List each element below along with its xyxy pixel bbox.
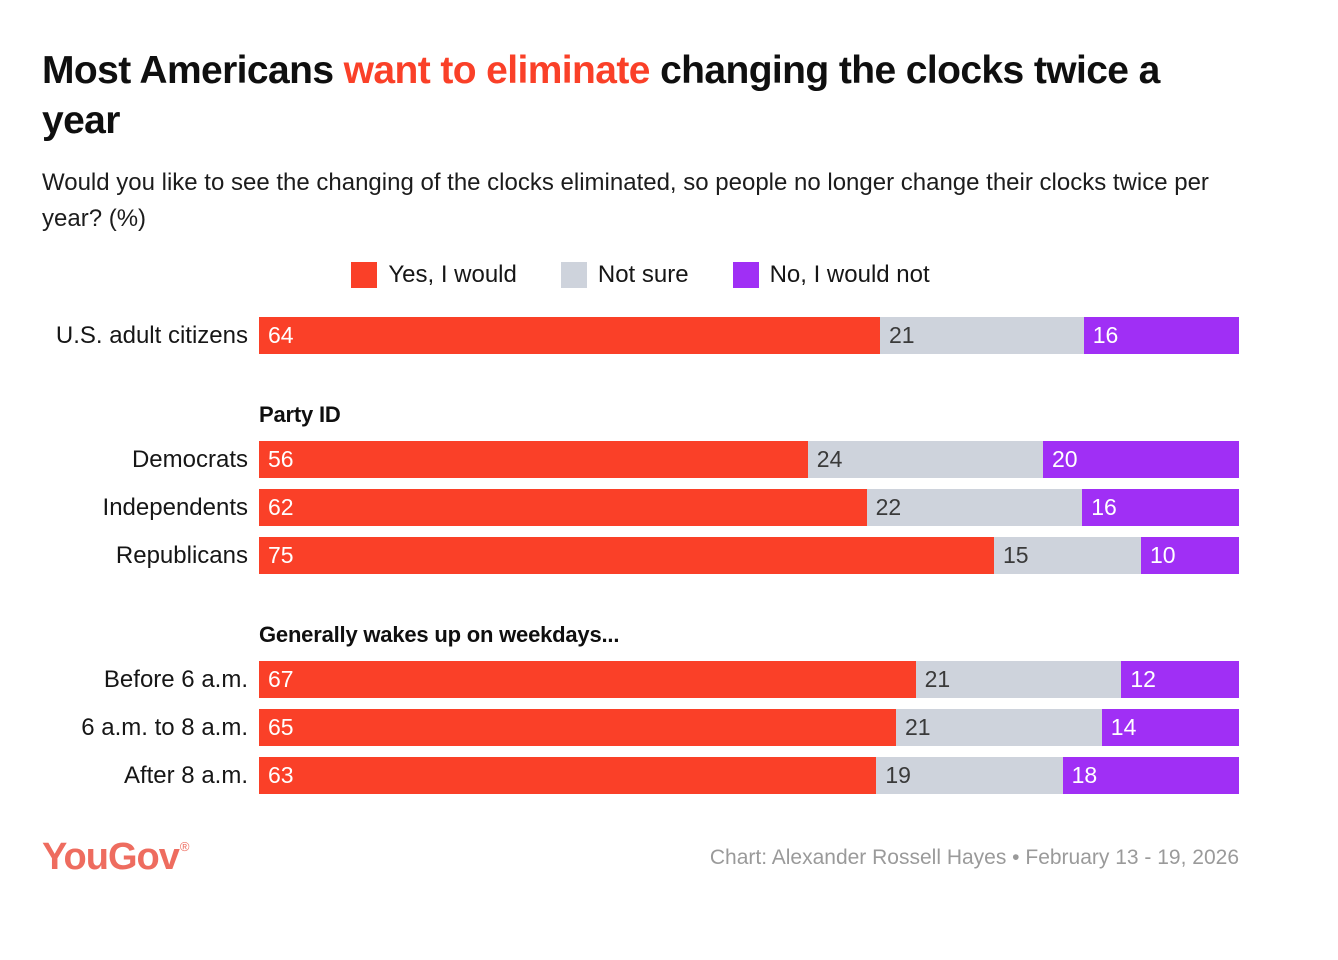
legend-swatch-icon xyxy=(351,262,378,289)
bar-segment-1: 22 xyxy=(866,489,1083,527)
yougov-logo: YouGov® xyxy=(42,836,190,879)
bar-segment-0: 75 xyxy=(259,537,994,575)
bar-segment-1: 24 xyxy=(807,441,1043,479)
row-label: 6 a.m. to 8 a.m. xyxy=(81,713,248,741)
bar-segment-0: 64 xyxy=(259,317,880,355)
legend-item-1: Not sure xyxy=(560,261,689,289)
row-label: Democrats xyxy=(131,445,248,473)
bar-segment-2: 16 xyxy=(1082,489,1239,527)
bar-group-0: U.S. adult citizens 64 21 16 xyxy=(42,317,1239,355)
row-label: Republicans xyxy=(115,541,248,569)
registered-trademark-icon: ® xyxy=(179,839,190,855)
stacked-bar: 75 15 10 xyxy=(259,537,1239,575)
legend-label: Yes, I would xyxy=(388,261,517,289)
bar-segment-2: 10 xyxy=(1141,537,1239,575)
bar-segment-2: 16 xyxy=(1083,317,1239,355)
stacked-bar-chart: U.S. adult citizens 64 21 16 Party ID Democra… xyxy=(42,317,1239,795)
legend-label: No, I would not xyxy=(769,261,930,289)
stacked-bar: 67 21 12 xyxy=(259,661,1239,699)
title-highlight: want to eliminate xyxy=(343,49,651,92)
row-label: Independents xyxy=(102,493,248,521)
bar-segment-0: 62 xyxy=(259,489,867,527)
bar-segment-2: 12 xyxy=(1121,661,1239,699)
stacked-bar: 56 24 20 xyxy=(259,441,1239,479)
bar-row: 6 a.m. to 8 a.m. 65 21 14 xyxy=(42,709,1239,747)
row-label: After 8 a.m. xyxy=(123,761,248,789)
bar-segment-0: 67 xyxy=(259,661,916,699)
bar-segment-1: 21 xyxy=(915,661,1122,699)
legend-label: Not sure xyxy=(597,261,689,289)
bar-segment-1: 21 xyxy=(879,317,1084,355)
stacked-bar: 63 19 18 xyxy=(259,757,1239,795)
bar-group-1: Party ID Democrats 56 24 20 Independents 62 22 1… xyxy=(42,402,1239,575)
chart-credit: Chart: Alexander Rossell Hayes • Februar… xyxy=(709,845,1239,869)
footer: YouGov® Chart: Alexander Rossell Hayes •… xyxy=(42,836,1239,879)
row-label: Before 6 a.m. xyxy=(103,665,248,693)
chart-page: Most Americans want to eliminate changin… xyxy=(0,46,1338,879)
bar-segment-1: 21 xyxy=(896,709,1102,747)
bar-segment-0: 63 xyxy=(259,757,877,795)
bar-segment-2: 18 xyxy=(1062,757,1239,795)
bar-segment-0: 56 xyxy=(259,441,808,479)
bar-row: Before 6 a.m. 67 21 12 xyxy=(42,661,1239,699)
bar-row: After 8 a.m. 63 19 18 xyxy=(42,757,1239,795)
legend-item-2: No, I would not xyxy=(732,261,930,289)
bar-group-2: Generally wakes up on weekdays... Before … xyxy=(42,622,1239,795)
bar-row: Independents 62 22 16 xyxy=(42,489,1239,527)
stacked-bar: 65 21 14 xyxy=(259,709,1239,747)
yougov-logo-text: YouGov xyxy=(42,836,180,879)
bar-segment-1: 19 xyxy=(876,757,1063,795)
legend-item-0: Yes, I would xyxy=(351,261,517,289)
bar-row: Republicans 75 15 10 xyxy=(42,537,1239,575)
survey-question-subtitle: Would you like to see the changing of th… xyxy=(42,169,1209,233)
row-label: U.S. adult citizens xyxy=(55,321,248,349)
bar-segment-0: 65 xyxy=(259,709,896,747)
group-header: Party ID xyxy=(259,402,341,428)
stacked-bar: 64 21 16 xyxy=(259,317,1239,355)
legend: Yes, I would Not sure No, I would not xyxy=(42,261,1239,289)
title-text-post: changing the clocks twice a year xyxy=(42,49,1160,142)
bar-segment-1: 15 xyxy=(994,537,1141,575)
title-text-pre: Most Americans xyxy=(42,49,344,92)
page-title: Most Americans want to eliminate changin… xyxy=(42,46,1239,145)
legend-swatch-icon xyxy=(732,262,759,289)
bar-segment-2: 20 xyxy=(1042,441,1239,479)
group-header: Generally wakes up on weekdays... xyxy=(259,622,620,648)
stacked-bar: 62 22 16 xyxy=(259,489,1239,527)
bar-segment-2: 14 xyxy=(1101,709,1239,747)
legend-swatch-icon xyxy=(560,262,587,289)
bar-row: U.S. adult citizens 64 21 16 xyxy=(42,317,1239,355)
bar-row: Democrats 56 24 20 xyxy=(42,441,1239,479)
